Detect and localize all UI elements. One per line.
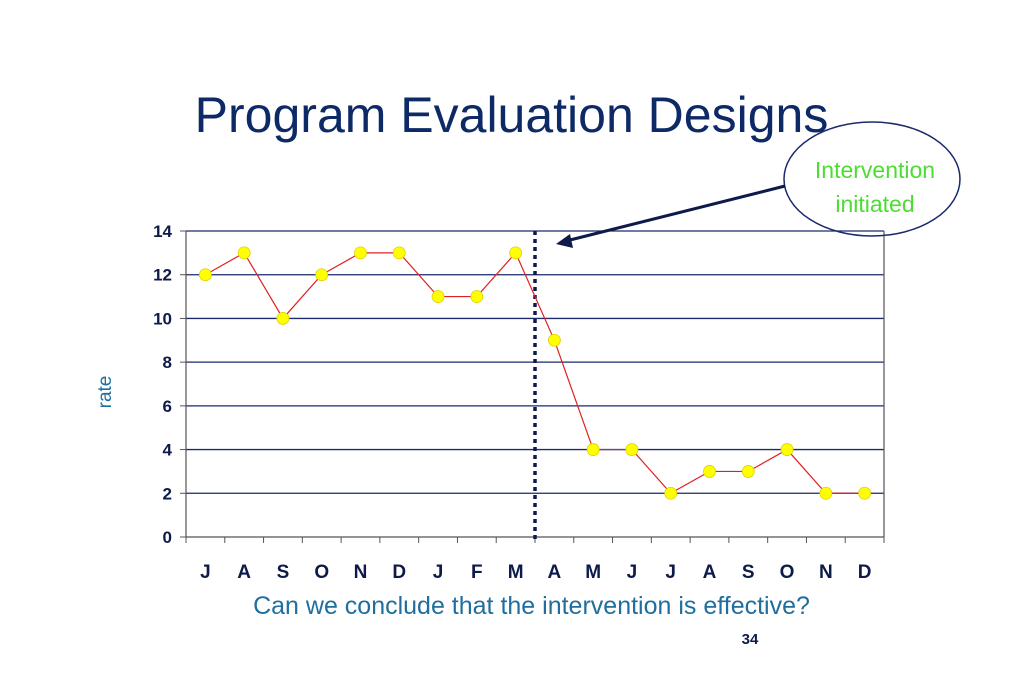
y-tick-label: 12: [153, 266, 172, 285]
series-line: [205, 251, 865, 495]
callout-ellipse: [783, 121, 961, 237]
data-point: [625, 443, 639, 456]
x-tick-label: S: [277, 562, 290, 583]
data-point: [315, 268, 329, 282]
x-tick-label: A: [237, 562, 251, 583]
data-point: [664, 486, 678, 500]
page-number: 34: [741, 631, 759, 648]
data-point: [703, 465, 716, 478]
data-point: [780, 443, 794, 456]
x-tick-label: F: [471, 562, 483, 583]
x-tick-label: O: [314, 562, 329, 583]
data-points: [198, 246, 872, 500]
y-tick-labels: 0 2 4 6 8 10 12 14: [153, 222, 172, 547]
data-point: [819, 486, 833, 500]
x-tick-label: S: [742, 562, 755, 583]
data-point: [237, 246, 251, 260]
data-point: [276, 312, 290, 325]
callout-line1: Intervention: [815, 157, 935, 183]
question-text: Can we conclude that the intervention is…: [253, 592, 810, 620]
callout-line2: initiated: [835, 191, 914, 217]
slide-title: Program Evaluation Designs: [194, 87, 829, 143]
x-tick-label: J: [200, 562, 211, 583]
x-tick-label: A: [548, 562, 562, 583]
arrowhead-icon: [556, 234, 573, 248]
x-tick-label: O: [780, 562, 795, 583]
x-tick-label: J: [627, 562, 638, 583]
callout-arrow: [565, 184, 786, 243]
x-tick-label: J: [665, 562, 676, 583]
x-tick-label: J: [433, 562, 444, 583]
x-tick-label: N: [819, 562, 833, 583]
axes: [180, 230, 885, 543]
y-tick-label: 0: [163, 528, 172, 547]
x-tick-label: D: [858, 562, 872, 583]
data-point: [198, 268, 212, 282]
data-point: [431, 290, 445, 303]
y-tick-label: 4: [163, 441, 173, 460]
y-tick-label: 6: [163, 397, 172, 416]
y-axis-label: rate: [95, 376, 116, 409]
data-point: [741, 465, 755, 478]
intervention-callout: Intervention initiated: [556, 121, 961, 248]
y-tick-label: 2: [163, 484, 172, 503]
series-polyline: [205, 251, 865, 495]
x-tick-label: N: [354, 562, 368, 583]
data-point: [392, 246, 406, 260]
data-point: [858, 486, 872, 500]
x-tick-label: M: [508, 562, 524, 583]
data-point: [547, 333, 561, 347]
data-point: [509, 246, 523, 260]
x-tick-label: D: [392, 562, 406, 583]
data-point: [354, 246, 367, 260]
x-tick-label: M: [585, 562, 601, 583]
y-tick-label: 10: [153, 309, 172, 328]
data-point: [586, 443, 600, 456]
x-tick-label: A: [703, 562, 717, 583]
data-point: [470, 290, 484, 303]
y-tick-label: 8: [163, 353, 172, 372]
y-tick-label: 14: [153, 222, 172, 241]
